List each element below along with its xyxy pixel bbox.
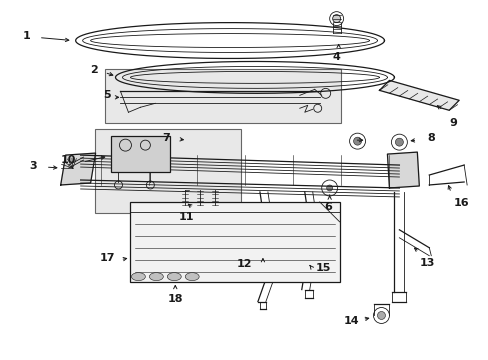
Text: 7: 7 <box>162 133 170 143</box>
Text: 15: 15 <box>315 263 330 273</box>
Bar <box>130 202 339 282</box>
Circle shape <box>332 15 340 23</box>
Text: 5: 5 <box>102 90 110 100</box>
Polygon shape <box>379 80 458 110</box>
Text: 6: 6 <box>324 202 332 212</box>
Ellipse shape <box>185 273 199 280</box>
Ellipse shape <box>149 273 163 280</box>
Text: 2: 2 <box>90 66 98 76</box>
Text: 8: 8 <box>427 133 434 143</box>
Bar <box>110 136 170 172</box>
Text: 10: 10 <box>60 155 76 165</box>
Text: 3: 3 <box>29 161 37 171</box>
Text: 4: 4 <box>332 53 340 63</box>
Polygon shape <box>386 152 419 188</box>
Text: 12: 12 <box>236 259 251 269</box>
FancyBboxPatch shape <box>104 69 340 123</box>
Circle shape <box>67 160 74 166</box>
Text: 18: 18 <box>167 293 183 303</box>
Ellipse shape <box>167 273 181 280</box>
Text: 11: 11 <box>178 212 193 222</box>
Text: 13: 13 <box>419 258 434 268</box>
Circle shape <box>326 185 332 191</box>
Circle shape <box>377 311 385 319</box>
Circle shape <box>191 138 197 144</box>
FancyBboxPatch shape <box>94 129 241 213</box>
Text: 17: 17 <box>100 253 115 263</box>
Text: 16: 16 <box>452 198 468 208</box>
Ellipse shape <box>131 273 145 280</box>
Circle shape <box>395 138 403 146</box>
Text: 1: 1 <box>23 31 31 41</box>
Polygon shape <box>61 153 95 185</box>
Circle shape <box>353 137 361 145</box>
Text: 9: 9 <box>448 118 456 128</box>
Text: 14: 14 <box>343 316 359 327</box>
